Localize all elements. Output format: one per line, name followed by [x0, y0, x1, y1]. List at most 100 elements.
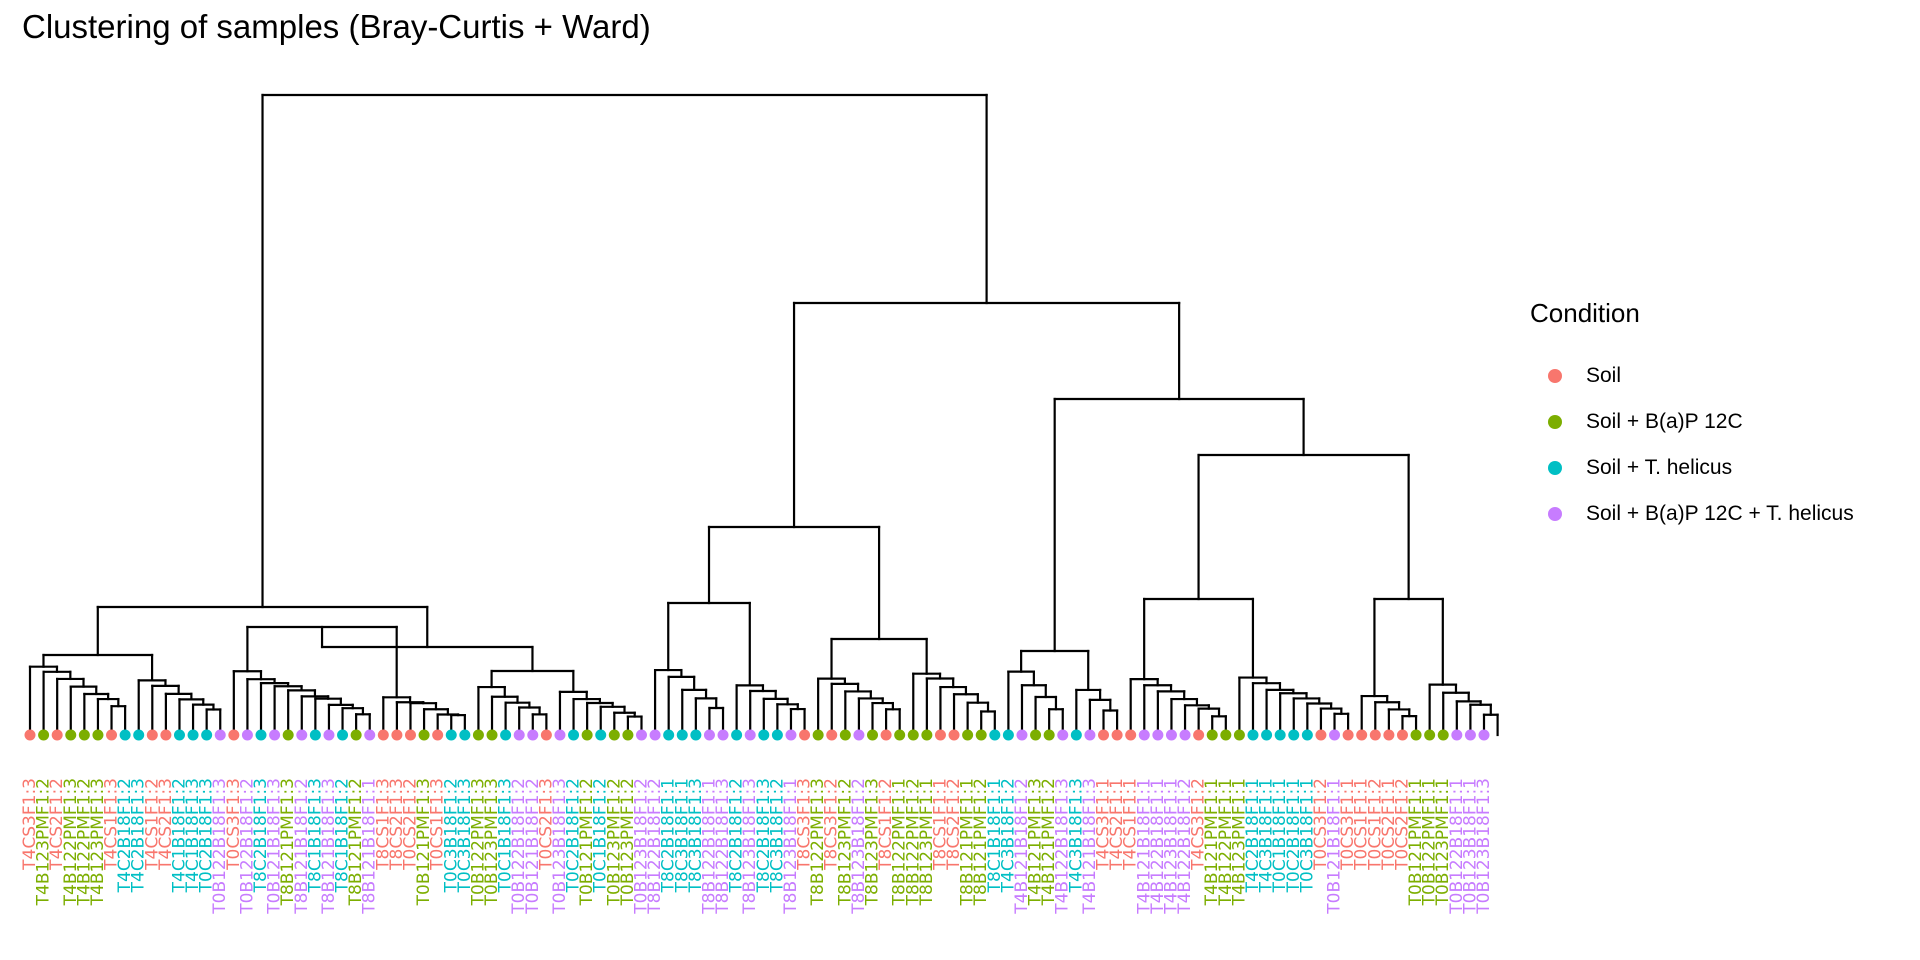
leaf-point	[1247, 729, 1259, 741]
leaf-label: T4CS3F1:3	[20, 778, 40, 871]
leaf-label: T8C3B18F1:2	[767, 778, 787, 893]
leaf-label: T0C2B18F1:2	[564, 778, 584, 893]
leaf-point	[78, 729, 90, 741]
leaf-label: T0C2B18F1:3	[197, 778, 217, 893]
leaf-label: T8C2B18F1:2	[727, 778, 747, 893]
leaf-label: T8B122PMF1:1	[890, 778, 910, 906]
leaf-point	[1396, 729, 1408, 741]
leaf-label: T4CS3F1:2	[1189, 778, 1209, 871]
leaf-point	[201, 729, 213, 741]
leaf-label: T8CS2F1:3	[387, 778, 407, 871]
leaf-point	[690, 729, 702, 741]
leaf-point	[595, 729, 607, 741]
leaf-point	[459, 729, 471, 741]
leaf-point	[500, 729, 512, 741]
leaf-point	[758, 729, 770, 741]
leaf-point	[1084, 729, 1096, 741]
leaf-label: T4B123PMF1:2	[34, 778, 54, 906]
leaf-point	[907, 729, 919, 741]
leaf-label: T0C2B18F1:1	[1284, 778, 1304, 893]
leaf-label: T0C3B18F1:1	[1297, 778, 1317, 893]
leaf-point	[622, 729, 634, 741]
leaf-point	[364, 729, 376, 741]
leaf-label: T8B121B18F1:1	[360, 778, 380, 915]
leaf-point	[1383, 729, 1395, 741]
leaf-label: T8B121PMF1:2	[346, 778, 366, 906]
leaf-point	[323, 729, 335, 741]
leaf-label: T8B122B18F1:3	[713, 778, 733, 915]
leaf-label: T4B121B18F1:2	[1012, 778, 1032, 915]
leaf-label: T4C3B18F1:1	[1257, 778, 1277, 893]
legend-item-soil-helicus: Soil + T. helicus	[1530, 445, 1854, 491]
leaf-point	[1165, 729, 1177, 741]
leaf-label: T4CS2F1:1	[1107, 778, 1127, 871]
leaf-label: T4B122B18F1:2	[1175, 778, 1195, 915]
leaf-point	[404, 729, 416, 741]
leaf-point	[880, 729, 892, 741]
leaf-label: T0CS2F1:1	[1379, 778, 1399, 871]
leaf-point	[377, 729, 389, 741]
legend-label-soil: Soil	[1586, 364, 1622, 387]
leaf-label: T8B121B18F1:3	[319, 778, 339, 915]
leaf-label: T4B122PMF1:2	[74, 778, 94, 906]
leaf-label: T4C1B18F1:2	[169, 778, 189, 893]
leaf-label: T4C2B18F1:2	[115, 778, 135, 893]
leaf-point	[731, 729, 743, 741]
leaf-label: T4C2B18F1:3	[129, 778, 149, 893]
leaf-label: T0B121B18F1:2	[523, 778, 543, 915]
leaf-point	[133, 729, 145, 741]
leaf-label: T0B122B18F1:3	[210, 778, 230, 915]
leaf-point	[1315, 729, 1327, 741]
leaf-label: T8B123B18F1:1	[781, 778, 801, 915]
leaf-point	[989, 729, 1001, 741]
leaf-point	[1261, 729, 1273, 741]
leaf-label: T0B121B18F1:1	[1325, 778, 1345, 915]
legend-item-soil-bap-helicus: Soil + B(a)P 12C + T. helicus	[1530, 491, 1854, 537]
leaf-point	[269, 729, 281, 741]
leaf-point	[1179, 729, 1191, 741]
leaf-label: T0C1B18F1:2	[591, 778, 611, 893]
leaf-label: T8C1B18F1:2	[333, 778, 353, 893]
leaf-label: T0B123PMF1:2	[618, 778, 638, 906]
leaf-point	[1043, 729, 1055, 741]
leaf-label: T4C3B18F1:3	[1066, 778, 1086, 893]
leaf-point	[1098, 729, 1110, 741]
leaf-label: T0B123B18F1:2	[631, 778, 651, 915]
leaf-point	[608, 729, 620, 741]
leaf-point	[703, 729, 715, 741]
leaf-label: T8B121PMF1:3	[278, 778, 298, 906]
leaf-point	[934, 729, 946, 741]
leaf-point	[1464, 729, 1476, 741]
legend-marker-soil-bap	[1548, 415, 1562, 429]
leaf-point	[282, 729, 294, 741]
legend-marker-soil-helicus	[1548, 461, 1562, 475]
leaf-label: T0CS2F1:2	[1392, 778, 1412, 871]
leaf-point	[418, 729, 430, 741]
leaf-label: T8CS1F1:2	[876, 778, 896, 871]
leaf-point	[894, 729, 906, 741]
leaf-point	[540, 729, 552, 741]
leaf-label: T0B123B18F1:3	[1474, 778, 1494, 915]
leaf-label: T0CS1F1:2	[1365, 778, 1385, 871]
leaf-point	[635, 729, 647, 741]
leaf-point	[119, 729, 131, 741]
leaf-point	[1288, 729, 1300, 741]
leaf-point	[1451, 729, 1463, 741]
leaf-point	[839, 729, 851, 741]
leaf-label: T8B122B18F1:2	[645, 778, 665, 915]
leaf-point	[948, 729, 960, 741]
leaf-point	[1410, 729, 1422, 741]
leaf-label: T0B123B18F1:1	[1460, 778, 1480, 915]
leaf-label: T8B121B18F1:2	[292, 778, 312, 915]
leaf-point	[1057, 729, 1069, 741]
leaf-label: T8CS1F1:3	[373, 778, 393, 871]
leaf-point	[527, 729, 539, 741]
leaf-label: T0CS1F1:3	[428, 778, 448, 871]
legend-item-soil: Soil	[1530, 353, 1854, 399]
leaf-point	[1070, 729, 1082, 741]
leaf-label: T0CS3F1:1	[1338, 778, 1358, 871]
leaf-point	[486, 729, 498, 741]
leaf-label: T0B121PMF1:2	[577, 778, 597, 906]
leaf-label: T8CS3F1:3	[795, 778, 815, 871]
